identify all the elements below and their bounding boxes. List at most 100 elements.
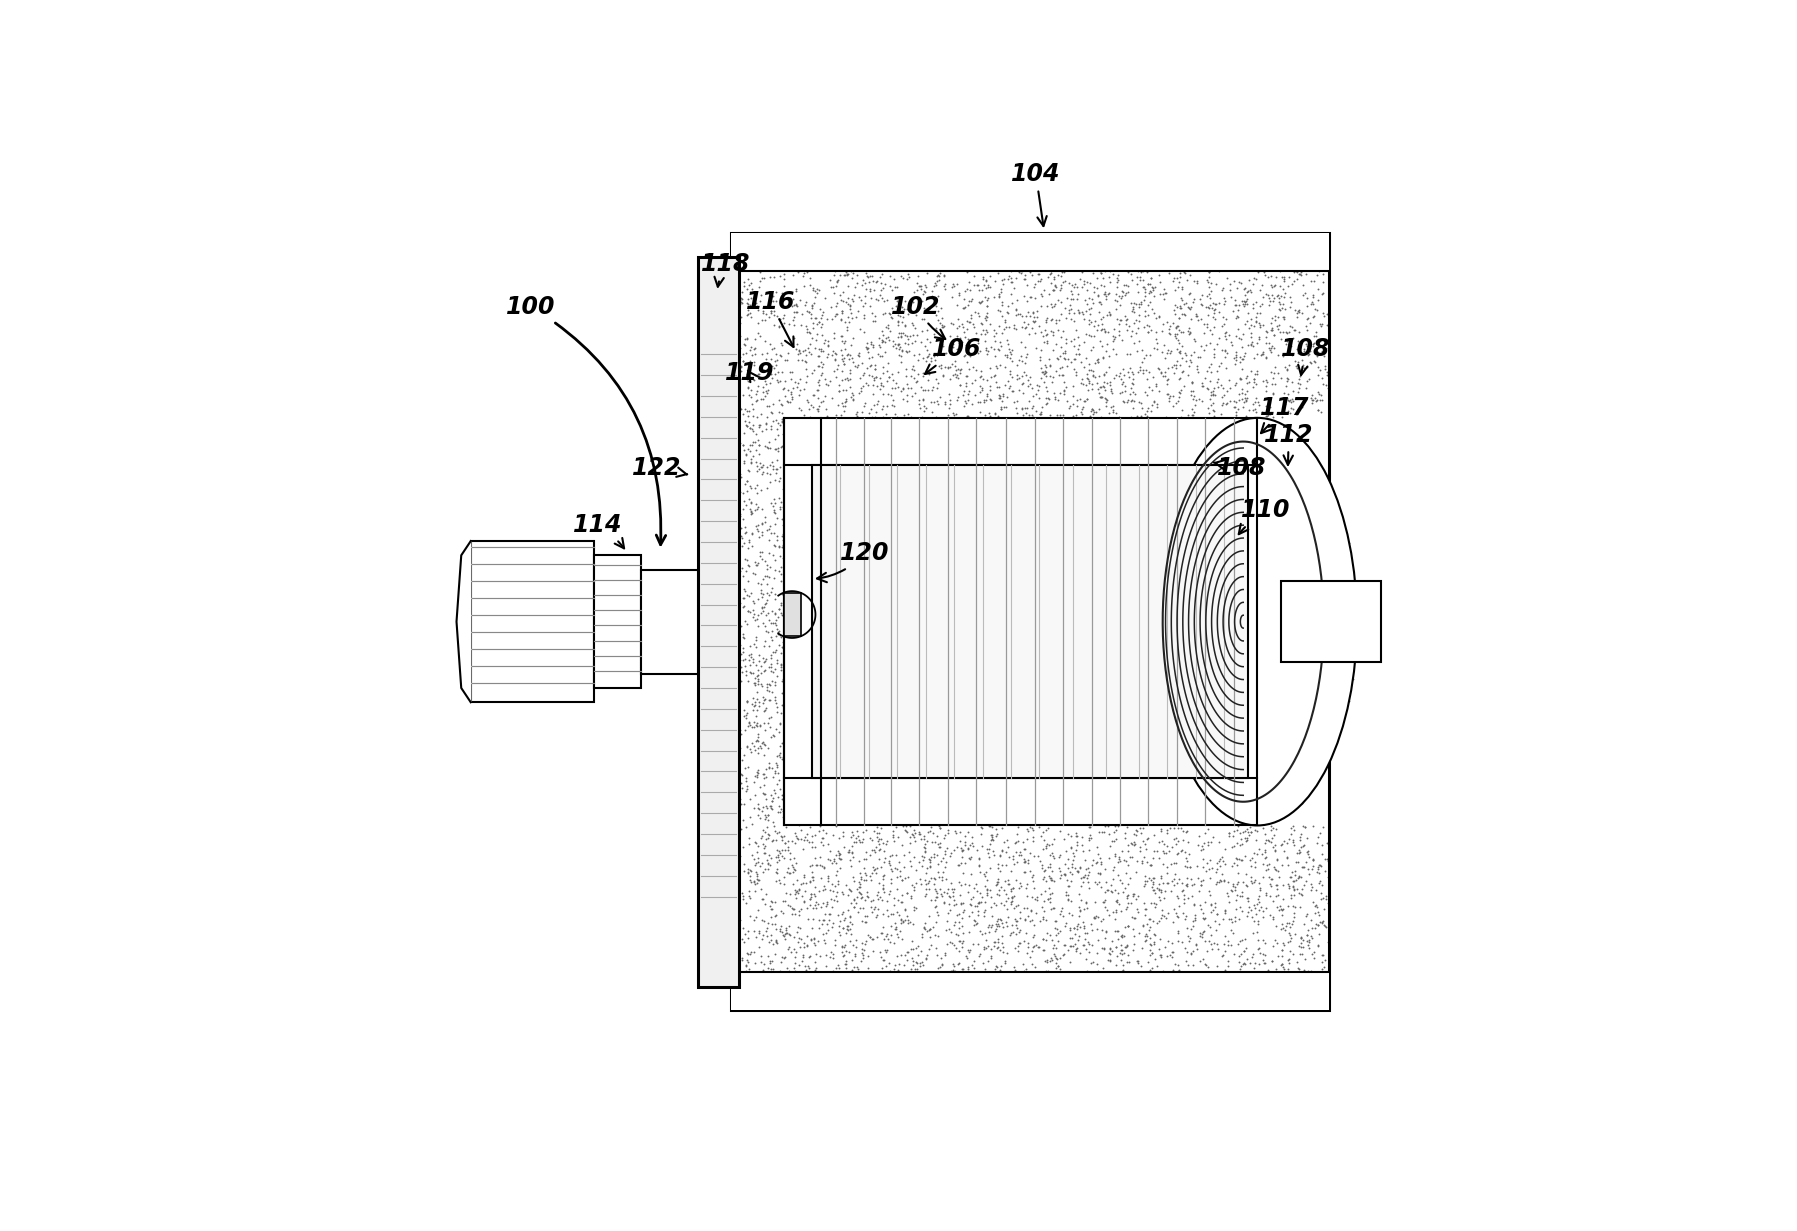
Point xyxy=(1193,318,1222,337)
Point xyxy=(915,879,943,899)
Point xyxy=(1315,561,1344,581)
Point xyxy=(1211,676,1240,696)
Point xyxy=(733,304,762,324)
Point xyxy=(1231,724,1260,744)
Point xyxy=(1103,928,1132,948)
Point xyxy=(776,646,805,666)
Point xyxy=(753,854,782,874)
Point xyxy=(801,959,830,979)
Point xyxy=(1227,901,1256,921)
Point xyxy=(1317,604,1346,624)
Point xyxy=(1211,467,1240,486)
Point xyxy=(1076,313,1105,332)
Point xyxy=(1085,863,1114,883)
Point xyxy=(704,315,733,335)
Point xyxy=(791,549,819,569)
Point xyxy=(1089,822,1118,842)
Point xyxy=(721,666,749,686)
Point xyxy=(1060,303,1089,323)
Point xyxy=(1096,944,1125,964)
Point xyxy=(688,913,717,933)
Point xyxy=(1299,294,1328,314)
Point xyxy=(715,331,744,351)
Point xyxy=(1261,875,1290,895)
Point xyxy=(1094,404,1123,423)
Point xyxy=(1305,905,1333,924)
Point xyxy=(881,913,909,933)
Point xyxy=(1186,667,1215,687)
Point xyxy=(1170,567,1199,587)
Point xyxy=(1193,305,1222,325)
Point xyxy=(726,294,755,314)
Point xyxy=(1226,636,1254,656)
Point xyxy=(776,592,805,612)
Point xyxy=(744,798,773,817)
Point xyxy=(898,356,927,375)
Point xyxy=(1265,422,1294,442)
Point xyxy=(742,638,771,657)
Point xyxy=(1030,901,1058,921)
Point xyxy=(855,828,884,848)
Point xyxy=(697,255,726,275)
Point xyxy=(1134,316,1163,336)
Point xyxy=(1152,283,1181,303)
Point xyxy=(748,421,776,441)
Point xyxy=(997,915,1026,934)
Point xyxy=(719,774,748,794)
Point xyxy=(1179,380,1208,400)
Point xyxy=(1321,494,1350,513)
Point xyxy=(1012,959,1040,979)
Point xyxy=(1060,933,1089,953)
Point xyxy=(872,327,900,347)
Point xyxy=(927,867,956,886)
Point xyxy=(987,876,1015,896)
Point xyxy=(782,633,810,652)
Point xyxy=(1136,934,1164,954)
Point xyxy=(979,367,1008,387)
Point xyxy=(1276,888,1305,907)
Point xyxy=(1226,959,1254,979)
Point xyxy=(773,515,801,534)
Point xyxy=(1330,567,1359,587)
Point xyxy=(794,533,823,553)
Point xyxy=(1288,491,1317,511)
Point xyxy=(972,384,1001,404)
Point xyxy=(1220,692,1249,712)
Point xyxy=(800,339,828,358)
Point xyxy=(834,371,863,390)
Point xyxy=(769,728,798,747)
Point xyxy=(713,660,742,680)
Point xyxy=(721,373,749,393)
Point xyxy=(757,645,785,665)
Point xyxy=(987,956,1015,976)
Point xyxy=(1163,358,1191,378)
Point xyxy=(972,840,1001,859)
Point xyxy=(1111,276,1139,295)
Point xyxy=(694,567,722,587)
Point xyxy=(731,705,760,725)
Point xyxy=(692,319,721,339)
Point xyxy=(1164,295,1193,315)
Point xyxy=(744,692,773,712)
Point xyxy=(1240,843,1269,863)
Point xyxy=(706,311,735,331)
Point xyxy=(1175,649,1204,668)
Point xyxy=(854,883,882,902)
Point xyxy=(690,565,719,585)
Point xyxy=(690,897,719,917)
Point xyxy=(1269,308,1297,327)
Point xyxy=(753,799,782,819)
Point xyxy=(942,330,970,350)
Point xyxy=(1224,319,1253,339)
Point xyxy=(1238,848,1267,868)
Point xyxy=(1190,902,1218,922)
Point xyxy=(1191,667,1220,687)
Point xyxy=(1276,635,1305,655)
Point xyxy=(1260,744,1288,763)
Point xyxy=(764,471,792,491)
Point xyxy=(821,276,850,295)
Point xyxy=(1299,816,1328,836)
Point xyxy=(1049,366,1078,385)
Point xyxy=(1236,608,1265,628)
Point xyxy=(823,356,852,375)
